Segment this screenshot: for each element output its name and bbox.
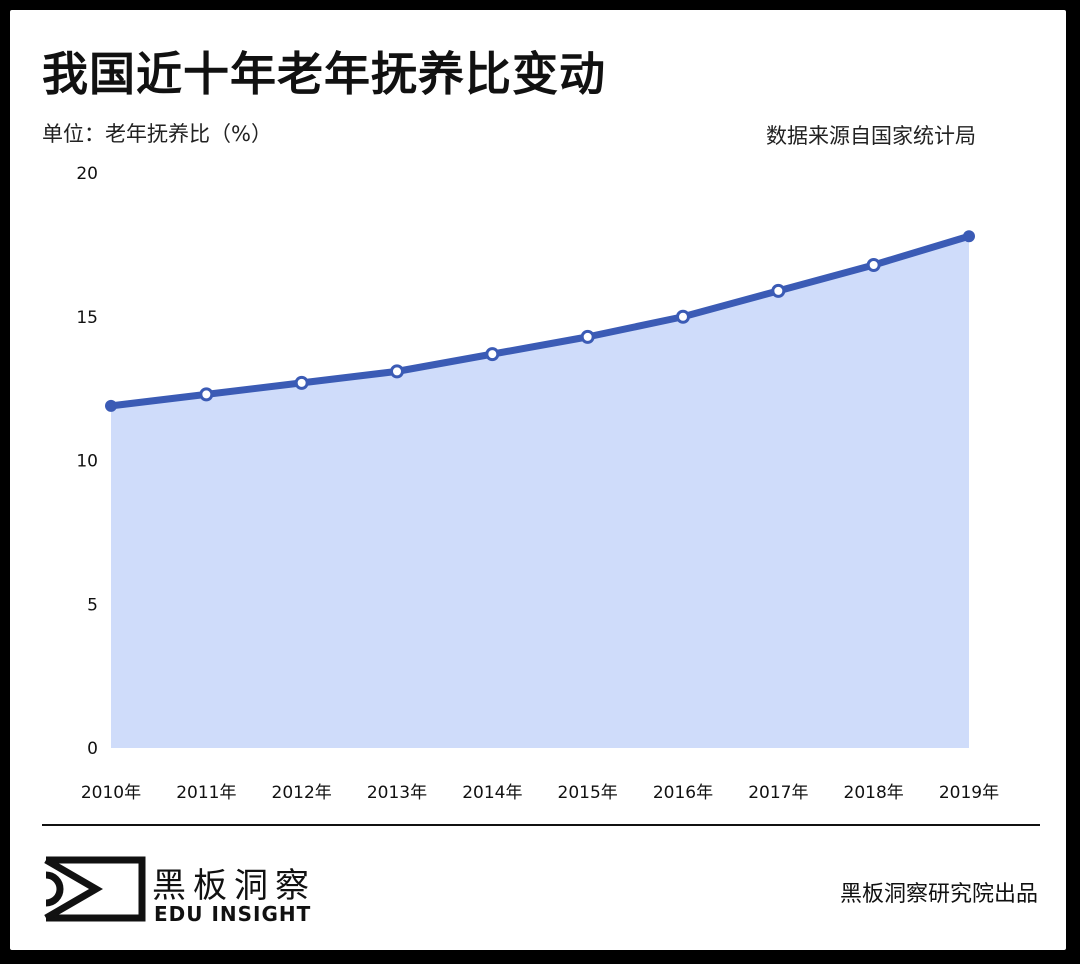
x-tick-label: 2011年 <box>176 783 236 803</box>
data-point <box>676 309 690 324</box>
y-tick-label: 15 <box>76 308 98 328</box>
x-tick-label: 2016年 <box>653 783 713 803</box>
source-note: 数据来源自国家统计局 <box>766 124 976 148</box>
data-point <box>294 375 309 390</box>
brand-logo-icon <box>44 856 146 922</box>
x-tick-label: 2010年 <box>81 783 141 803</box>
x-tick-label: 2018年 <box>844 783 904 803</box>
area-chart: 0 5 10 15 20 2010年 2011年 2012年 2013年 2014年 2015年 20… <box>76 164 999 803</box>
footer-divider <box>42 824 1040 826</box>
x-tick-label: 2014年 <box>462 783 522 803</box>
publisher-credit: 黑板洞察研究院出品 <box>839 882 1038 907</box>
data-point <box>105 399 117 412</box>
data-point <box>199 387 214 402</box>
data-point <box>866 258 881 272</box>
y-tick-label: 0 <box>87 739 98 759</box>
x-tick-label: 2013年 <box>367 783 427 803</box>
area-fill <box>111 236 969 748</box>
brand-name-cn: 黑板洞察 <box>152 866 316 906</box>
y-tick-label: 5 <box>87 595 98 615</box>
y-tick-label: 20 <box>76 164 98 184</box>
data-point <box>963 230 975 243</box>
series-line <box>107 232 973 410</box>
y-tick-label: 10 <box>76 452 98 472</box>
x-tick-label: 2019年 <box>939 783 999 803</box>
data-point <box>771 283 786 298</box>
data-point <box>390 364 404 379</box>
x-tick-label: 2012年 <box>272 783 332 803</box>
x-tick-label: 2015年 <box>558 783 618 803</box>
x-tick-label: 2017年 <box>748 783 808 803</box>
brand-name-en: EDU INSIGHT <box>154 902 312 926</box>
chart-title: 我国近十年老年抚养比变动 <box>42 47 606 101</box>
data-point <box>580 329 595 344</box>
data-point <box>485 347 500 362</box>
unit-label: 单位：老年抚养比（%） <box>42 122 272 146</box>
infographic-card: 我国近十年老年抚养比变动 单位：老年抚养比（%） 数据来源自国家统计局 0 5 10… <box>10 10 1066 950</box>
